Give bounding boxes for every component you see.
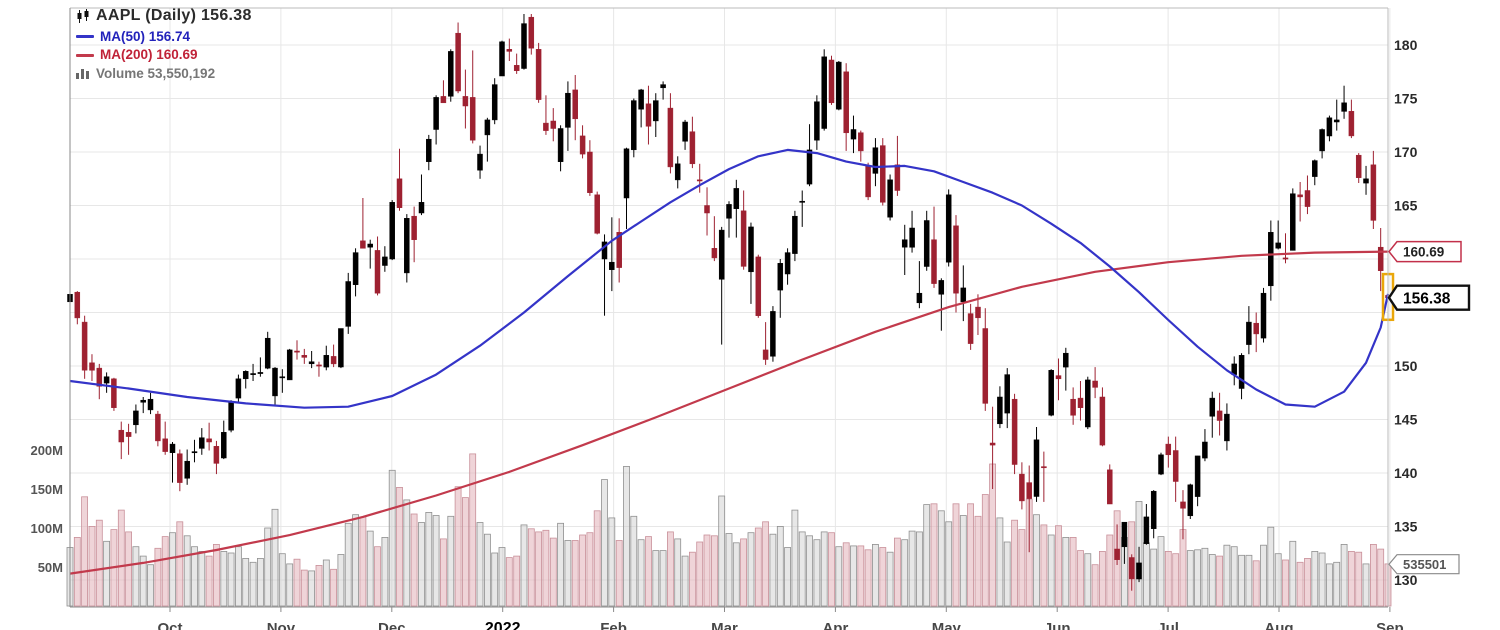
svg-text:200M: 200M	[30, 443, 63, 458]
candlestick-icon	[77, 8, 89, 23]
price-axis: 180 175 170 165 150 145 140 135 130	[1394, 37, 1418, 588]
last-price-tag: 156.38	[1387, 284, 1471, 311]
volume-bars	[66, 453, 1392, 607]
ma50-line	[69, 148, 1390, 409]
svg-text:Oct: Oct	[157, 620, 182, 630]
svg-text:100M: 100M	[30, 521, 63, 536]
svg-text:Nov: Nov	[267, 620, 296, 630]
ma200-price-tag: 160.69	[1388, 240, 1462, 263]
svg-text:Aug: Aug	[1264, 620, 1293, 630]
svg-text:Sep: Sep	[1376, 620, 1404, 630]
ma200-line-icon	[76, 53, 94, 57]
date-axis: Oct Nov Dec 2022 Feb Mar Apr May Jun Jul Aug Sep	[157, 620, 1403, 630]
legend-ma200-row: MA(200) 160.69	[76, 46, 252, 64]
ma50-label: MA(50) 156.74	[100, 28, 191, 44]
ma200-line	[69, 250, 1389, 575]
volume-axis: 200M 150M 100M 50M	[30, 443, 63, 575]
svg-text:2022: 2022	[485, 620, 521, 630]
gridlines	[70, 8, 1391, 607]
chart-legend: AAPL (Daily) 156.38 MA(50) 156.74 MA(200…	[76, 6, 252, 82]
svg-text:Jun: Jun	[1044, 620, 1071, 630]
ma200-label: MA(200) 160.69	[100, 47, 198, 63]
plot-borders	[69, 7, 1391, 612]
volume-label: Volume 53,550,192	[96, 65, 216, 81]
symbol-title: AAPL (Daily) 156.38	[96, 7, 252, 24]
svg-text:50M: 50M	[38, 560, 63, 575]
legend-ma50-row: MA(50) 156.74	[76, 28, 252, 46]
volume-tag: 535501	[1388, 554, 1460, 575]
svg-text:130: 130	[1394, 572, 1418, 588]
svg-text:156.38: 156.38	[1403, 290, 1451, 307]
svg-text:170: 170	[1394, 144, 1418, 160]
svg-text:175: 175	[1394, 91, 1418, 107]
legend-volume-row: Volume 53,550,192	[76, 65, 252, 83]
svg-text:145: 145	[1394, 412, 1418, 428]
candlesticks	[67, 14, 1391, 591]
legend-symbol-row: AAPL (Daily) 156.38	[76, 6, 252, 27]
svg-text:160.69: 160.69	[1403, 245, 1444, 260]
svg-text:Apr: Apr	[822, 620, 848, 630]
svg-text:140: 140	[1394, 465, 1418, 481]
svg-text:150: 150	[1394, 358, 1418, 374]
svg-text:180: 180	[1394, 37, 1418, 53]
svg-text:135: 135	[1394, 519, 1418, 535]
svg-text:May: May	[932, 620, 962, 630]
ma50-line-icon	[76, 35, 94, 39]
volume-bars-icon	[76, 69, 89, 80]
svg-text:Jul: Jul	[1157, 620, 1179, 630]
svg-text:Feb: Feb	[600, 620, 627, 630]
svg-text:165: 165	[1394, 198, 1418, 214]
svg-text:Dec: Dec	[378, 620, 406, 630]
svg-text:150M: 150M	[30, 482, 63, 497]
svg-text:535501: 535501	[1403, 557, 1446, 572]
svg-text:Mar: Mar	[711, 620, 738, 630]
